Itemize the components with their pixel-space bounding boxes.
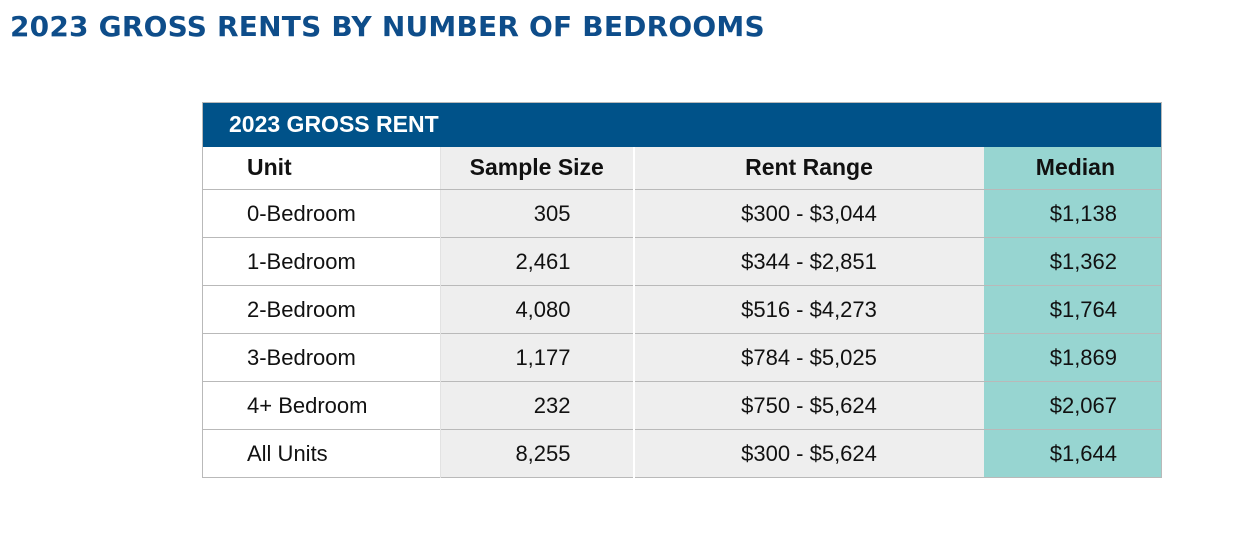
cell-median: $2,067 — [983, 381, 1162, 430]
cell-sample-size: 1,177 — [440, 333, 634, 382]
header-rent-range: Rent Range — [632, 146, 984, 190]
cell-rent-range: $300 - $3,044 — [632, 189, 984, 238]
cell-rent-range: $750 - $5,624 — [632, 381, 984, 430]
cell-unit: All Units — [202, 429, 441, 478]
table-row: 2-Bedroom 4,080 $516 - $4,273 $1,764 — [202, 285, 1162, 334]
cell-rent-range: $784 - $5,025 — [632, 333, 984, 382]
gross-rent-table: 2023 GROSS RENT Unit Sample Size Rent Ra… — [202, 102, 1163, 478]
table-row: 1-Bedroom 2,461 $344 - $2,851 $1,362 — [202, 237, 1162, 286]
table-caption-row: 2023 GROSS RENT — [202, 102, 1162, 147]
table-row: 3-Bedroom 1,177 $784 - $5,025 $1,869 — [202, 333, 1162, 382]
cell-unit: 2-Bedroom — [202, 285, 441, 334]
cell-rent-range: $344 - $2,851 — [632, 237, 984, 286]
cell-unit: 4+ Bedroom — [202, 381, 441, 430]
table-caption: 2023 GROSS RENT — [202, 102, 1162, 147]
cell-unit: 3-Bedroom — [202, 333, 441, 382]
cell-rent-range: $516 - $4,273 — [632, 285, 984, 334]
page-title: 2023 GROSS RENTS BY NUMBER OF BEDROOMS — [10, 10, 765, 43]
header-median: Median — [983, 146, 1162, 190]
table-row: 0-Bedroom 305 $300 - $3,044 $1,138 — [202, 189, 1162, 238]
cell-unit: 1-Bedroom — [202, 237, 441, 286]
cell-median: $1,138 — [983, 189, 1162, 238]
cell-sample-size: 305 — [440, 189, 634, 238]
cell-median: $1,644 — [983, 429, 1162, 478]
cell-sample-size: 8,255 — [440, 429, 634, 478]
cell-median: $1,869 — [983, 333, 1162, 382]
cell-rent-range: $300 - $5,624 — [632, 429, 984, 478]
cell-sample-size: 2,461 — [440, 237, 634, 286]
table-row: 4+ Bedroom 232 $750 - $5,624 $2,067 — [202, 381, 1162, 430]
cell-sample-size: 232 — [440, 381, 634, 430]
cell-median: $1,362 — [983, 237, 1162, 286]
header-unit: Unit — [202, 146, 441, 190]
header-sample-size: Sample Size — [440, 146, 634, 190]
table-row: All Units 8,255 $300 - $5,624 $1,644 — [202, 429, 1162, 478]
table-header-row: Unit Sample Size Rent Range Median — [202, 146, 1162, 190]
cell-unit: 0-Bedroom — [202, 189, 441, 238]
cell-median: $1,764 — [983, 285, 1162, 334]
cell-sample-size: 4,080 — [440, 285, 634, 334]
